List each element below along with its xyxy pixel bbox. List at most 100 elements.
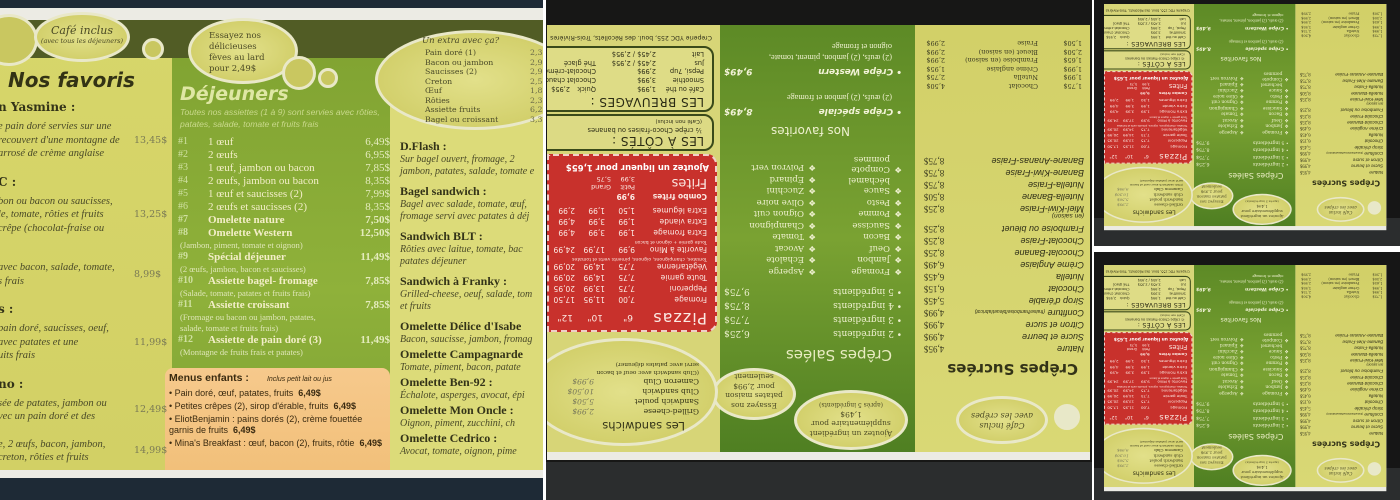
ingredient: Tomate — [1221, 111, 1238, 117]
favorite-desc: oignon et fromage — [831, 42, 892, 51]
favori-desc: le, tomate, rôties et fruits — [0, 209, 104, 220]
enfants-item: • Petites crêpes (2), sirop d'érable, fr… — [169, 401, 386, 412]
decorative-bubble — [318, 68, 338, 88]
garniture-price: 2,99$ — [926, 56, 945, 65]
sandwich-label: Grilled-cheese — [1154, 463, 1184, 469]
pizza-price: 14,99 — [583, 262, 605, 271]
item-price: 8,75$ — [1196, 147, 1210, 153]
pizza-note: Toute garnie + oignon et bacon — [1149, 376, 1188, 379]
favorite-desc: (2) œufs, (2) jambon et fromage — [1228, 300, 1284, 306]
oval-subtitle: (avec tous les déjeuners) — [40, 37, 124, 45]
item-price: 9,49$ — [1196, 25, 1211, 31]
item-label: • 3 ingrédients — [1252, 154, 1289, 160]
special-desc: Échalote, asperges, avocat, épi — [400, 390, 525, 401]
oval-line: patates maison — [1196, 194, 1227, 200]
drink-label: Chocolat chaud — [547, 76, 596, 85]
liqueur-offer: Ajoutez un liqueur pour 1,65$ — [1113, 336, 1189, 342]
garniture-price: 4,50$ — [1301, 294, 1311, 299]
favoris-column — [0, 20, 172, 470]
pizza-price: 3,99 — [588, 228, 605, 237]
cotes-title: LES À CÔTÉS : — [1137, 321, 1186, 329]
diamond-icon: ❖ — [1239, 360, 1244, 366]
crepe-sucree-row: Confiture (fraise/framboise/bleuet/abric… — [924, 306, 1084, 318]
crepe-sucree-row: Nature 4,95$ — [1300, 430, 1383, 436]
crepe-salee-row: • 2 ingrédients 6,25$ — [1196, 422, 1289, 428]
sandwich-label: Club sandwich — [1153, 453, 1184, 458]
cotes-item: ½ crêpe Choco-fraises ou bananes — [1125, 317, 1185, 322]
ingredient: Fromage — [1262, 390, 1283, 396]
item-price: 9,49$ — [1196, 286, 1211, 292]
item-price: 8,49$ — [1196, 307, 1211, 313]
special-desc: Tomate, piment, bacon, patate — [400, 362, 521, 373]
combo-label: Combo frites — [652, 192, 707, 201]
favorite-desc: oignon et fromage — [1252, 12, 1284, 18]
drink-label: Chocolat chaud — [1104, 30, 1130, 35]
crepe-sucree-row: Chocolat-Fraise 8,25$ — [1300, 113, 1383, 119]
favorite-row: • Crêpe spéciale 8,49$ — [724, 105, 902, 116]
enfants-title: Menus enfants : — [169, 372, 249, 384]
favori-name: n Yasmine : — [0, 100, 76, 114]
oval-line: Essayez nos — [1199, 460, 1224, 466]
sandwich-note: servi avec patates déjeuner) — [1139, 178, 1184, 182]
crepes-salees-title: Crêpes Salées — [1228, 431, 1284, 442]
ingredient: Pomme — [858, 208, 890, 219]
drink-price: 2,45$ / 2,95$ — [1137, 21, 1161, 26]
garniture-label: Crème anglaise — [1332, 24, 1360, 29]
ingredient: Compote pommes — [1262, 71, 1283, 82]
pizza-price: 7,75 — [1141, 138, 1150, 144]
pizza-size: 12" — [1109, 153, 1118, 159]
item-label: 1 œuf et saucisses (2) — [208, 188, 303, 200]
table-surface — [546, 462, 1092, 500]
oval-line: fèves au lard — [209, 53, 265, 63]
drink-label: Café ou thé — [1165, 35, 1186, 40]
item-label: Framboise ou bleuet — [1001, 224, 1084, 234]
item-label: Banane-Ananas-Fraise — [1335, 72, 1384, 78]
extra-oval — [375, 30, 543, 130]
garniture-label: Chocolat — [1344, 33, 1360, 38]
oval-line: délicieuses — [209, 42, 257, 52]
crepe-menu-paper: Café inclus avec les crêpes Crêpes Sucré… — [1104, 265, 1387, 492]
diamond-icon: ❖ — [1284, 390, 1289, 396]
combo-price: 9,99 — [616, 192, 635, 201]
special-name: Omelette Campagnarde — [400, 347, 523, 361]
pizza-price: 17,50 — [1107, 144, 1119, 150]
item-price: 7,50$ — [365, 214, 390, 226]
garniture-label: Chocolat — [1008, 82, 1038, 90]
favori-name: no : — [0, 376, 24, 391]
crepe-sucree-row: Chocolat-Banane 8,25$ — [1300, 380, 1383, 386]
garniture-price: 2,99$ — [1301, 15, 1311, 21]
extra-title: Un extra avec ça? — [422, 36, 500, 46]
item-label: Nutella — [1368, 393, 1384, 399]
special-desc: Avocat, tomate, oignon, pime — [400, 446, 517, 457]
favori-desc: uits frais — [0, 350, 36, 361]
item-price: 7,99$ — [365, 188, 390, 200]
combo-price: 9,99 — [1140, 351, 1150, 357]
favori-price: 11,99$ — [134, 336, 168, 348]
garniture-price: 4,50$ — [1301, 33, 1311, 38]
pizza-row-label: Extra légumes — [1158, 98, 1188, 103]
drink-price: 2,99$ — [1150, 287, 1161, 292]
pizza-row-label: Extra viande — [1162, 364, 1188, 370]
crepe-sucree-row: Nutella-Fraise 8,75$ — [1300, 345, 1383, 351]
favorites-title: Nos favorites — [1220, 55, 1262, 63]
extra-price: 2,5 — [530, 76, 543, 86]
extra-item: Bacon ou jambon — [425, 57, 494, 67]
pizza-row-label: Favorite à Mino — [649, 245, 707, 254]
item-label: Banane-Ananas-Fraise — [991, 156, 1084, 166]
item-price: 9,49$ — [724, 66, 753, 76]
item-label: Sucre et beurre — [1350, 163, 1384, 169]
extra-item: Bagel ou croissant — [425, 114, 499, 124]
item-label: Confiture (fraise/framboise/bleuet/abric… — [975, 308, 1084, 318]
item-label: Miel-Kiwi-Fraise — [1349, 97, 1384, 103]
item-label: Nutella-Fraise — [1354, 345, 1384, 351]
pizza-row-label: Fromage — [674, 295, 707, 304]
item-price: 11,49$ — [360, 251, 390, 263]
pizza-price: 1,50 — [618, 206, 635, 215]
drink-label: Pepsi, 7up — [669, 67, 704, 76]
diamond-icon: ❖ — [894, 197, 902, 207]
item-label: Chocolat — [1364, 138, 1384, 144]
ingredient-oval: Ajoutez un ingrédient supplémentaire pou… — [794, 390, 908, 450]
favorite-desc: (2) œufs, (2) jambon, piment, tomate, — [768, 53, 892, 62]
patates-oval: Essayez nos patates maison pour 2,99$ se… — [1189, 443, 1234, 471]
ingredient: Champignon — [1209, 105, 1238, 111]
